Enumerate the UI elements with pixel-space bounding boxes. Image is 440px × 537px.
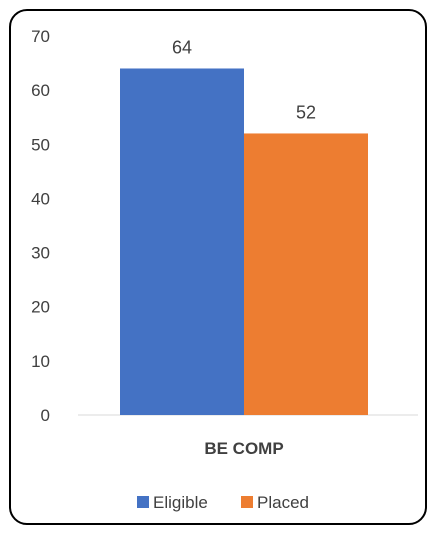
y-tick-label: 20 xyxy=(31,298,50,317)
legend-swatch-eligible xyxy=(137,496,149,508)
data-label-eligible: 64 xyxy=(172,37,192,57)
bar-placed xyxy=(244,133,368,415)
y-axis-ticks: 0 10 20 30 40 50 60 70 xyxy=(31,27,50,425)
y-tick-label: 0 xyxy=(41,406,50,425)
y-tick-label: 10 xyxy=(31,352,50,371)
y-tick-label: 60 xyxy=(31,81,50,100)
y-tick-label: 70 xyxy=(31,27,50,46)
bar-eligible xyxy=(120,68,244,415)
legend: Eligible Placed xyxy=(137,493,309,512)
bars-group xyxy=(120,68,368,415)
y-tick-label: 30 xyxy=(31,244,50,263)
legend-label-placed: Placed xyxy=(257,493,309,512)
category-label: BE COMP xyxy=(204,439,283,458)
data-labels-group: 64 52 xyxy=(172,37,316,122)
legend-label-eligible: Eligible xyxy=(153,493,208,512)
legend-swatch-placed xyxy=(241,496,253,508)
y-tick-label: 40 xyxy=(31,189,50,208)
data-label-placed: 52 xyxy=(296,102,316,122)
y-tick-label: 50 xyxy=(31,135,50,154)
